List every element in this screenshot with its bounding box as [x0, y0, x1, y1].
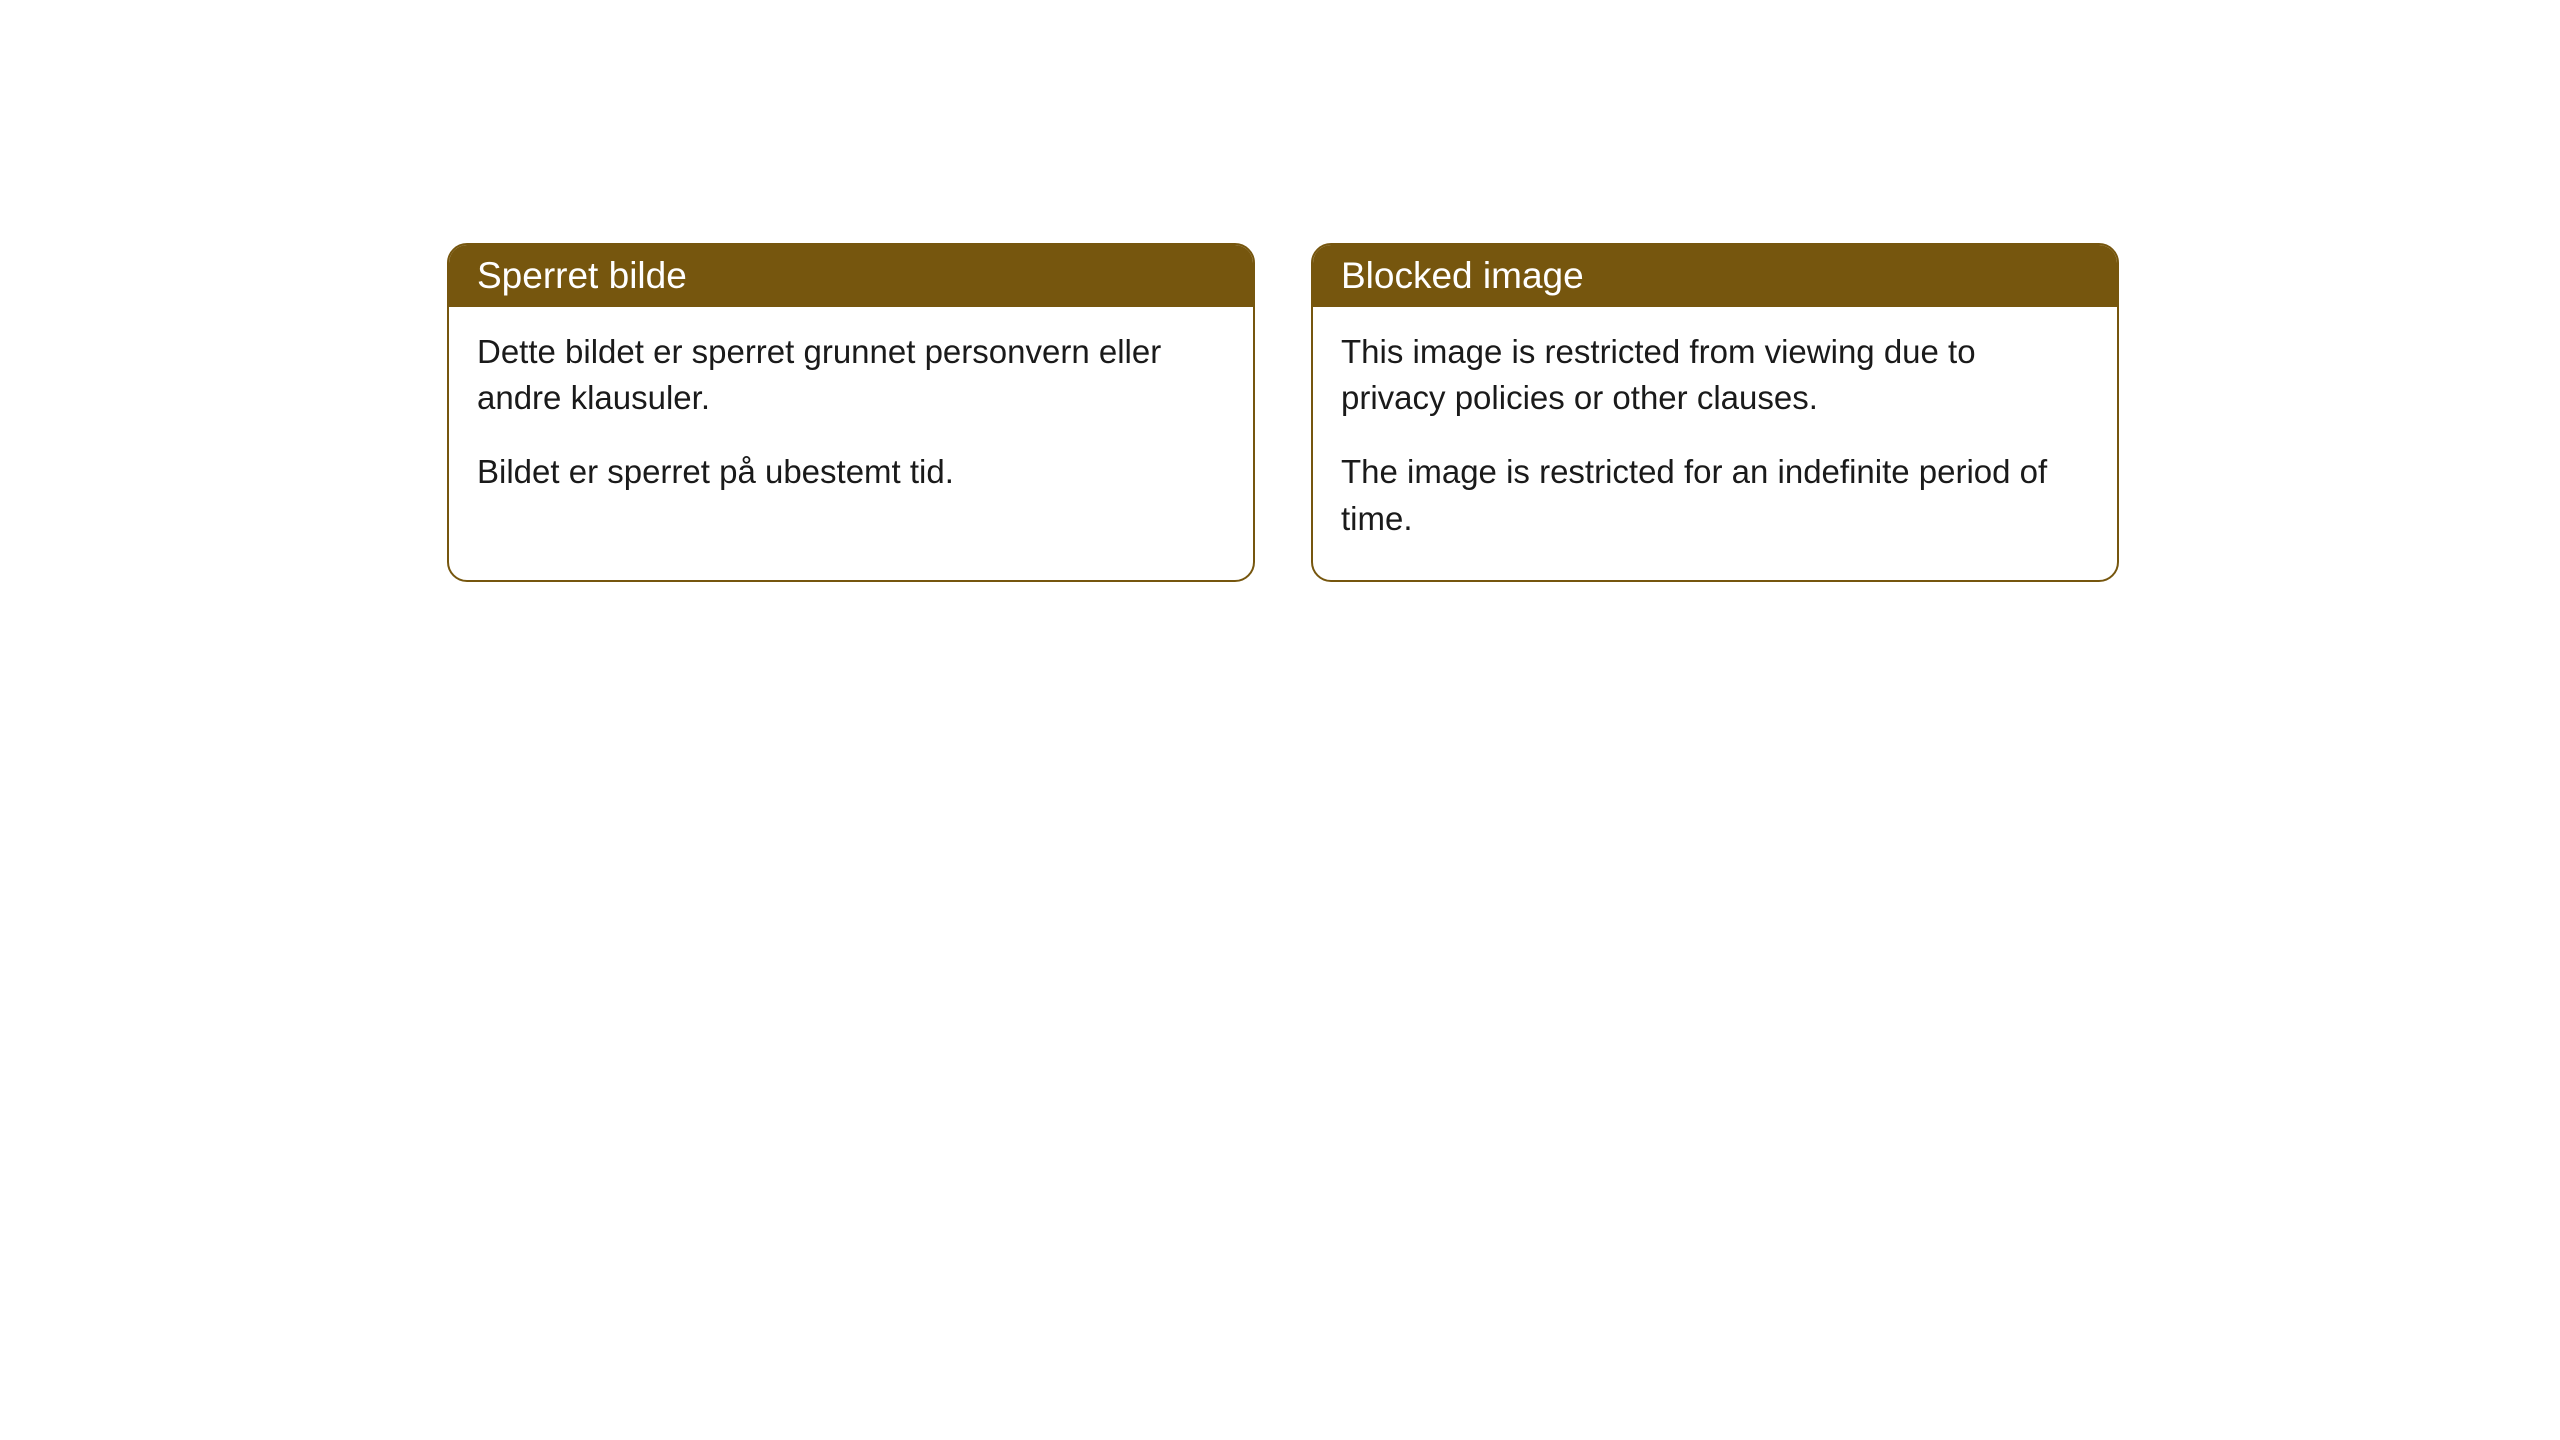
notice-paragraph: The image is restricted for an indefinit… [1341, 449, 2089, 541]
notice-body-norwegian: Dette bildet er sperret grunnet personve… [449, 307, 1253, 534]
notice-paragraph: Dette bildet er sperret grunnet personve… [477, 329, 1225, 421]
notice-header-english: Blocked image [1313, 245, 2117, 307]
notice-container: Sperret bilde Dette bildet er sperret gr… [0, 0, 2560, 582]
notice-title: Blocked image [1341, 255, 1584, 296]
notice-paragraph: This image is restricted from viewing du… [1341, 329, 2089, 421]
notice-paragraph: Bildet er sperret på ubestemt tid. [477, 449, 1225, 495]
notice-card-norwegian: Sperret bilde Dette bildet er sperret gr… [447, 243, 1255, 582]
notice-body-english: This image is restricted from viewing du… [1313, 307, 2117, 580]
notice-card-english: Blocked image This image is restricted f… [1311, 243, 2119, 582]
notice-title: Sperret bilde [477, 255, 687, 296]
notice-header-norwegian: Sperret bilde [449, 245, 1253, 307]
